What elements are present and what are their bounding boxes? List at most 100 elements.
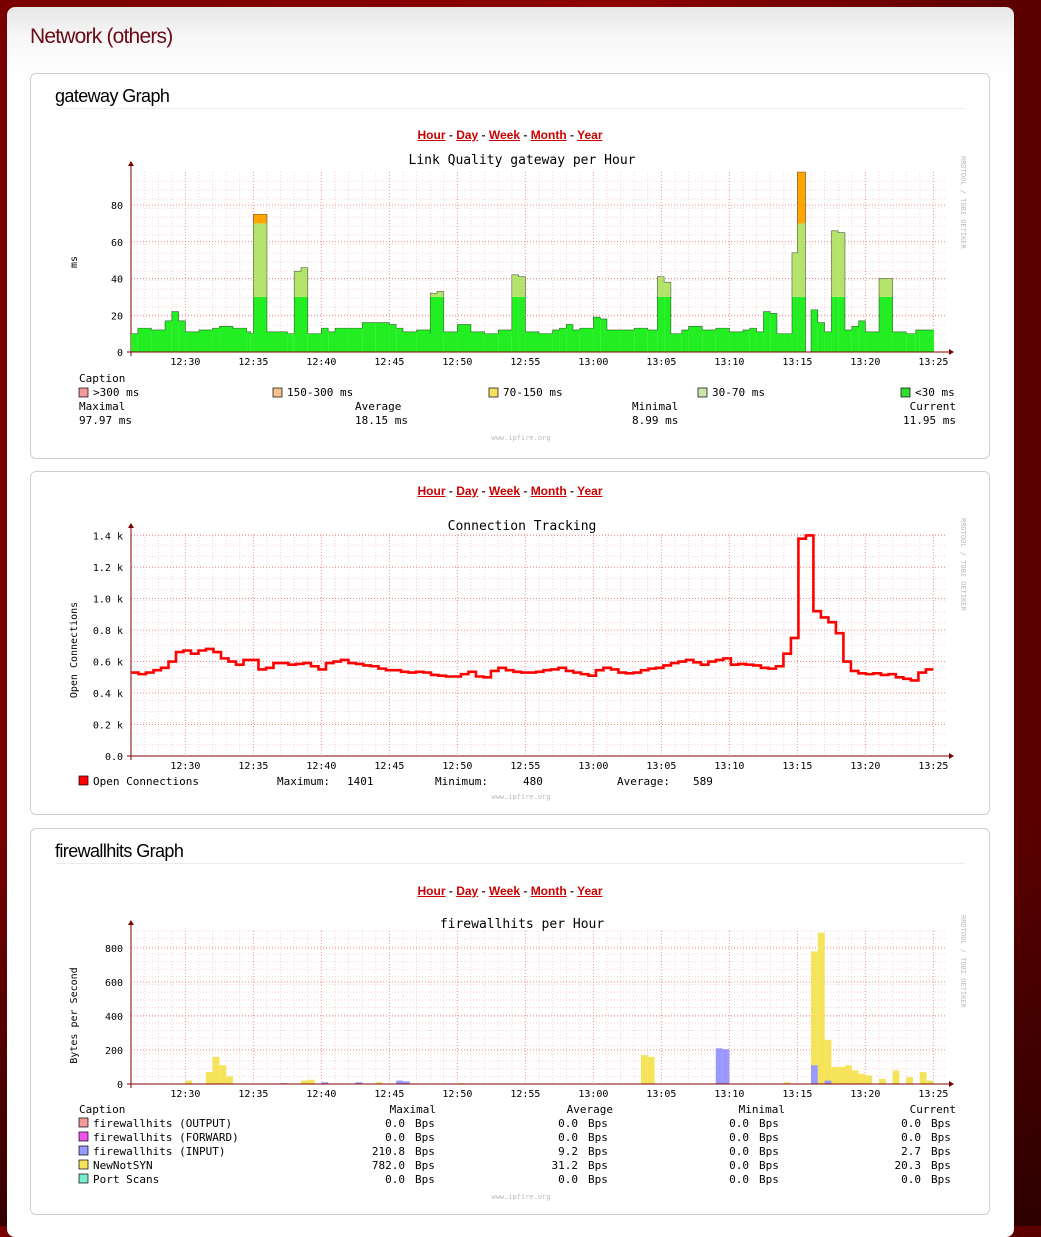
stat-value: 0.0 xyxy=(558,1131,578,1144)
y-tick-label: 0.8 k xyxy=(93,626,123,637)
bar-under-30ms xyxy=(253,296,267,352)
rrdtool-credit: RRDTOOL / TOBI OETIKER xyxy=(959,518,967,612)
period-link-day[interactable]: Day xyxy=(456,884,479,898)
bar-under-30ms xyxy=(212,328,220,352)
legend-label: firewallhits (FORWARD) xyxy=(93,1131,239,1144)
bar-under-30ms xyxy=(756,331,764,352)
bar-under-30ms xyxy=(593,317,601,352)
series-area-newnotsyn xyxy=(301,1080,308,1084)
series-area-newnotsyn xyxy=(641,1055,648,1084)
series-area-input xyxy=(824,1080,832,1084)
stat-value: 97.97 ms xyxy=(79,414,132,427)
stat-unit: Bps xyxy=(931,1117,951,1130)
period-link-hour[interactable]: Hour xyxy=(417,128,446,142)
stat-value: 782.0 xyxy=(372,1159,405,1172)
x-tick-label: 12:40 xyxy=(306,357,336,368)
x-tick-label: 12:45 xyxy=(374,357,404,368)
x-tick-label: 12:30 xyxy=(170,1089,200,1100)
y-tick-label: 0.6 k xyxy=(93,658,123,669)
y-tick-label: 80 xyxy=(111,201,123,212)
period-link-month[interactable]: Month xyxy=(530,884,567,898)
period-link-day[interactable]: Day xyxy=(456,128,479,142)
x-tick-label: 13:20 xyxy=(850,1089,880,1100)
stat-value: 1401 xyxy=(347,775,374,788)
x-tick-label: 13:05 xyxy=(646,1089,676,1100)
period-links: Hour - Day - Week - Month - Year xyxy=(417,884,603,898)
series-area-input xyxy=(321,1082,329,1084)
stat-value: 0.0 xyxy=(729,1159,749,1172)
bar-under-30ms xyxy=(906,333,916,352)
bar-30-70ms xyxy=(664,282,671,297)
x-tick-label: 13:15 xyxy=(782,357,812,368)
legend-swatch xyxy=(78,1145,89,1156)
bar-70-150ms xyxy=(253,214,267,224)
bar-under-30ms xyxy=(702,329,709,352)
legend-swatch xyxy=(78,1131,89,1142)
period-link-month[interactable]: Month xyxy=(530,484,567,498)
legend-swatch xyxy=(78,387,89,398)
stat-unit: Bps xyxy=(415,1159,435,1172)
x-tick-label: 13:05 xyxy=(646,761,676,772)
x-tick-label: 13:15 xyxy=(782,1089,812,1100)
x-tick-label: 12:55 xyxy=(510,357,540,368)
bar-under-30ms xyxy=(634,328,648,352)
legend-swatch xyxy=(900,387,911,398)
series-area-newnotsyn xyxy=(926,1080,934,1084)
footer-credit: www.ipfire.org xyxy=(491,793,550,801)
period-link-year[interactable]: Year xyxy=(577,884,603,898)
legend-swatch xyxy=(78,1117,89,1128)
series-area-newnotsyn xyxy=(205,1072,213,1084)
period-link-week[interactable]: Week xyxy=(488,484,521,498)
bar-under-30ms xyxy=(348,328,363,352)
period-link-month[interactable]: Month xyxy=(530,128,567,142)
series-area-newnotsyn xyxy=(906,1077,913,1084)
period-link-week[interactable]: Week xyxy=(488,884,521,898)
conntrack-chart: Connection Tracking Open Connections 0.0 0.… xyxy=(69,518,967,801)
series-area-newnotsyn xyxy=(226,1076,233,1084)
legend-label: firewallhits (OUTPUT) xyxy=(93,1117,232,1130)
period-link-hour[interactable]: Hour xyxy=(417,484,446,498)
stat-unit: Bps xyxy=(588,1117,608,1130)
stat-value: 0.0 xyxy=(729,1145,749,1158)
x-tick-label: 13:10 xyxy=(714,357,744,368)
x-tick-label: 12:40 xyxy=(306,1089,336,1100)
bar-under-30ms xyxy=(471,331,485,352)
series-area-newnotsyn xyxy=(817,932,825,1084)
period-link-week[interactable]: Week xyxy=(488,128,521,142)
bar-under-30ms xyxy=(552,329,560,352)
legend-header: Maximal xyxy=(390,1103,436,1116)
bar-under-30ms xyxy=(559,328,567,352)
bar-under-30ms xyxy=(709,329,716,352)
series-area-newnotsyn xyxy=(838,1067,845,1084)
legend-swatch xyxy=(488,387,499,398)
stat-unit: Bps xyxy=(759,1117,779,1130)
bar-under-30ms xyxy=(416,329,431,352)
bar-under-30ms xyxy=(178,320,186,352)
stat-value: 480 xyxy=(523,775,543,788)
stat-label: Current xyxy=(910,400,956,413)
series-area-input xyxy=(396,1080,403,1084)
legend-header: Current xyxy=(910,1103,956,1116)
bar-under-30ms xyxy=(518,296,526,352)
bar-under-30ms xyxy=(817,322,825,352)
y-axis-arrow xyxy=(128,161,134,166)
bar-30-70ms xyxy=(301,267,308,297)
stat-label: Average xyxy=(355,400,401,413)
legend-header: Average xyxy=(567,1103,613,1116)
period-link-year[interactable]: Year xyxy=(577,484,603,498)
bar-under-30ms xyxy=(664,296,671,352)
period-link-year[interactable]: Year xyxy=(577,128,603,142)
y-tick-label: 1.4 k xyxy=(93,532,123,543)
x-tick-label: 13:10 xyxy=(714,761,744,772)
bar-under-30ms xyxy=(301,296,308,352)
bar-under-30ms xyxy=(307,333,322,352)
period-link-hour[interactable]: Hour xyxy=(417,884,446,898)
bar-30-70ms xyxy=(511,274,519,297)
stat-label: Minimum: xyxy=(435,775,488,788)
period-link-day[interactable]: Day xyxy=(456,484,479,498)
bar-under-30ms xyxy=(681,329,689,352)
x-tick-label: 12:45 xyxy=(374,1089,404,1100)
stat-value: 0.0 xyxy=(729,1173,749,1186)
stat-value: 0.0 xyxy=(901,1131,921,1144)
stat-unit: Bps xyxy=(931,1145,951,1158)
